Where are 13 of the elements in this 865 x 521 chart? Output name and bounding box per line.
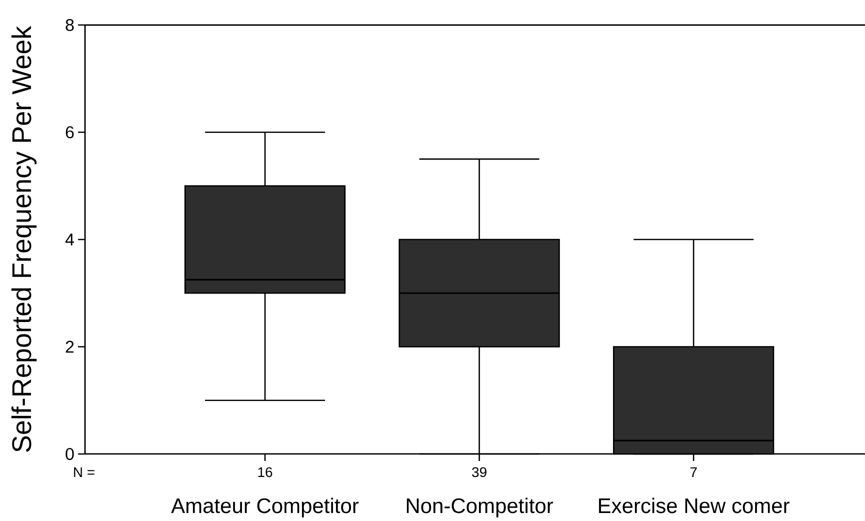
text: 7	[690, 467, 697, 477]
y-tick-label: 6	[66, 126, 74, 138]
y-tick-label: 2	[66, 340, 74, 353]
text: 39	[472, 467, 486, 478]
text: 16	[258, 467, 272, 478]
y-axis-title: Self-Reported Frequency Per Week	[11, 26, 37, 452]
text: N =	[74, 467, 94, 477]
y-tick-label: 0	[66, 448, 74, 460]
x-tick-label: Non-Competitor	[406, 498, 554, 518]
y-tick-label: 8	[66, 18, 74, 32]
x-tick-label: Exercise New comer	[599, 498, 790, 514]
x-tick-label: Amateur Competitor	[171, 498, 359, 518]
y-tick-label: 4	[65, 234, 74, 246]
